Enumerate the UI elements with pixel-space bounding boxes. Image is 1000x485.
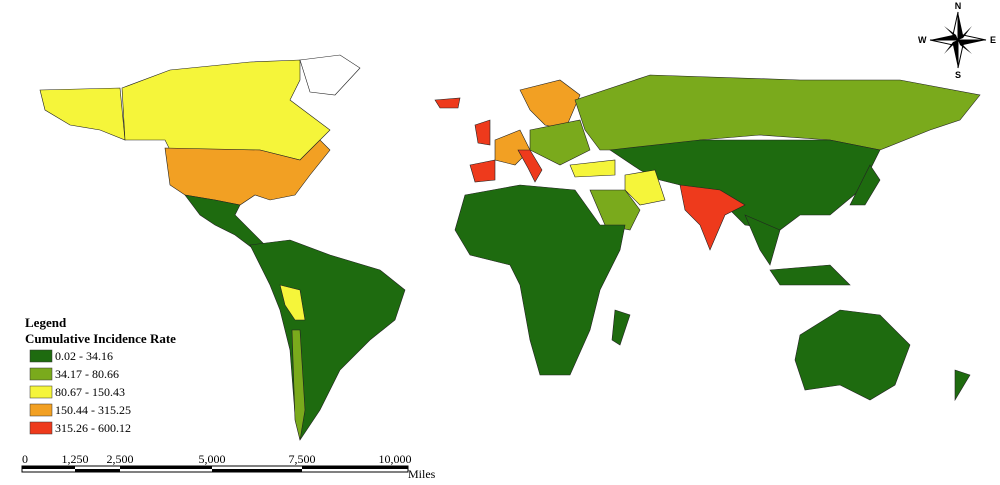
compass-point [958, 12, 963, 40]
compass-point [930, 35, 958, 40]
italy [517, 149, 543, 183]
iceland [434, 97, 461, 109]
scale-segment [120, 466, 212, 469]
compass-point [958, 40, 986, 45]
africa [454, 184, 626, 376]
central-america [184, 194, 266, 251]
compass-point [958, 26, 972, 40]
legend-label: 34.17 - 80.66 [55, 367, 119, 381]
compass-east: E [990, 35, 996, 45]
legend-heading: Legend [25, 315, 67, 330]
scale-label: 0 [22, 452, 28, 466]
legend-title: Cumulative Incidence Rate [25, 331, 176, 346]
compass-south: S [955, 70, 961, 80]
southeast-asia [744, 214, 781, 266]
scale-label: 7,500 [289, 452, 316, 466]
chile [291, 329, 306, 441]
asia [609, 139, 881, 231]
legend: Legend Cumulative Incidence Rate 0.02 - … [25, 315, 176, 435]
compass-west: W [918, 35, 927, 45]
compass-point [958, 40, 972, 54]
legend-label: 150.44 - 315.25 [55, 403, 131, 417]
saudi-arabia [589, 189, 641, 231]
australia [794, 309, 911, 401]
scale-label: 2,500 [107, 452, 134, 466]
madagascar [611, 309, 631, 346]
compass-point [944, 40, 958, 54]
india [679, 184, 746, 251]
turkey [569, 159, 616, 178]
legend-swatch [29, 367, 53, 381]
scale-unit: Miles [408, 467, 436, 481]
legend-label: 0.02 - 34.16 [55, 349, 113, 363]
iran [624, 169, 666, 206]
south-america [249, 239, 406, 441]
scale-segment [302, 466, 408, 469]
alaska [39, 87, 126, 141]
legend-label: 80.67 - 150.43 [55, 385, 125, 399]
compass-point [944, 26, 958, 40]
scale-label: 10,000 [379, 452, 412, 466]
uk [474, 119, 491, 146]
scale-label: 1,250 [62, 452, 89, 466]
peru [279, 284, 306, 321]
spain [469, 159, 496, 183]
greenland [299, 54, 361, 96]
eastern-europe [529, 119, 591, 166]
new-zealand [954, 369, 971, 402]
compass: N S E W [918, 1, 996, 80]
legend-swatch [29, 421, 53, 435]
scale-segment [75, 469, 120, 472]
scale-label: 5,000 [199, 452, 226, 466]
compass-point [953, 40, 958, 68]
countries [39, 54, 981, 441]
compass-north: N [955, 1, 962, 11]
legend-swatch [29, 385, 53, 399]
legend-label: 315.26 - 600.12 [55, 421, 131, 435]
russia [574, 74, 981, 151]
japan [849, 164, 881, 206]
canada [121, 59, 331, 161]
legend-swatch [29, 349, 53, 363]
scale-segment [22, 466, 75, 469]
indonesia [769, 264, 851, 286]
scale-segment [212, 469, 302, 472]
legend-swatch [29, 403, 53, 417]
